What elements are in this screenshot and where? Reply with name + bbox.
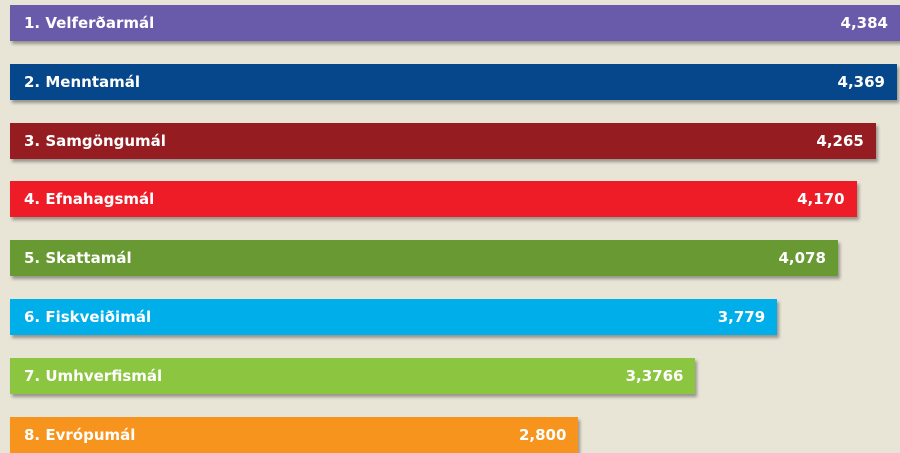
- value-label: 4,078: [778, 249, 826, 267]
- category-label: 1. Velferðarmál: [24, 14, 155, 32]
- bar-row: 8. Evrópumál 2,800: [0, 417, 900, 453]
- bar: [10, 417, 579, 453]
- value-label: 4,265: [816, 132, 864, 150]
- bar: [10, 5, 900, 41]
- value-label: 3,3766: [625, 367, 684, 385]
- category-label: 5. Skattamál: [24, 249, 132, 267]
- bar: [10, 299, 778, 335]
- value-label: 4,170: [797, 190, 845, 208]
- category-label: 2. Menntamál: [24, 73, 141, 91]
- bar: [10, 240, 838, 276]
- value-label: 2,800: [518, 426, 567, 444]
- bar-row: 6. Fiskveiðimál 3,779: [0, 299, 900, 335]
- bar: [10, 181, 857, 217]
- bar-row: 1. Velferðarmál 4,384: [0, 5, 900, 41]
- bar: [10, 64, 897, 100]
- bar: [10, 123, 876, 159]
- bar-row: 4. Efnahagsmál 4,170: [0, 181, 900, 217]
- category-label: 8. Evrópumál: [24, 426, 136, 444]
- bar-row: 2. Menntamál 4,369: [0, 64, 900, 100]
- value-label: 3,779: [717, 308, 766, 326]
- bar-row: 5. Skattamál 4,078: [0, 240, 900, 276]
- category-label: 4. Efnahagsmál: [24, 190, 155, 208]
- category-label: 7. Umhverfismál: [24, 367, 163, 385]
- category-label: 6. Fiskveiðimál: [24, 308, 152, 326]
- bar-row: 7. Umhverfismál 3,3766: [0, 358, 900, 394]
- bar: [10, 358, 696, 394]
- bar-row: 3. Samgöngumál 4,265: [0, 123, 900, 159]
- value-label: 4,369: [837, 73, 885, 91]
- value-label: 4,384: [840, 14, 888, 32]
- category-label: 3. Samgöngumál: [24, 132, 166, 150]
